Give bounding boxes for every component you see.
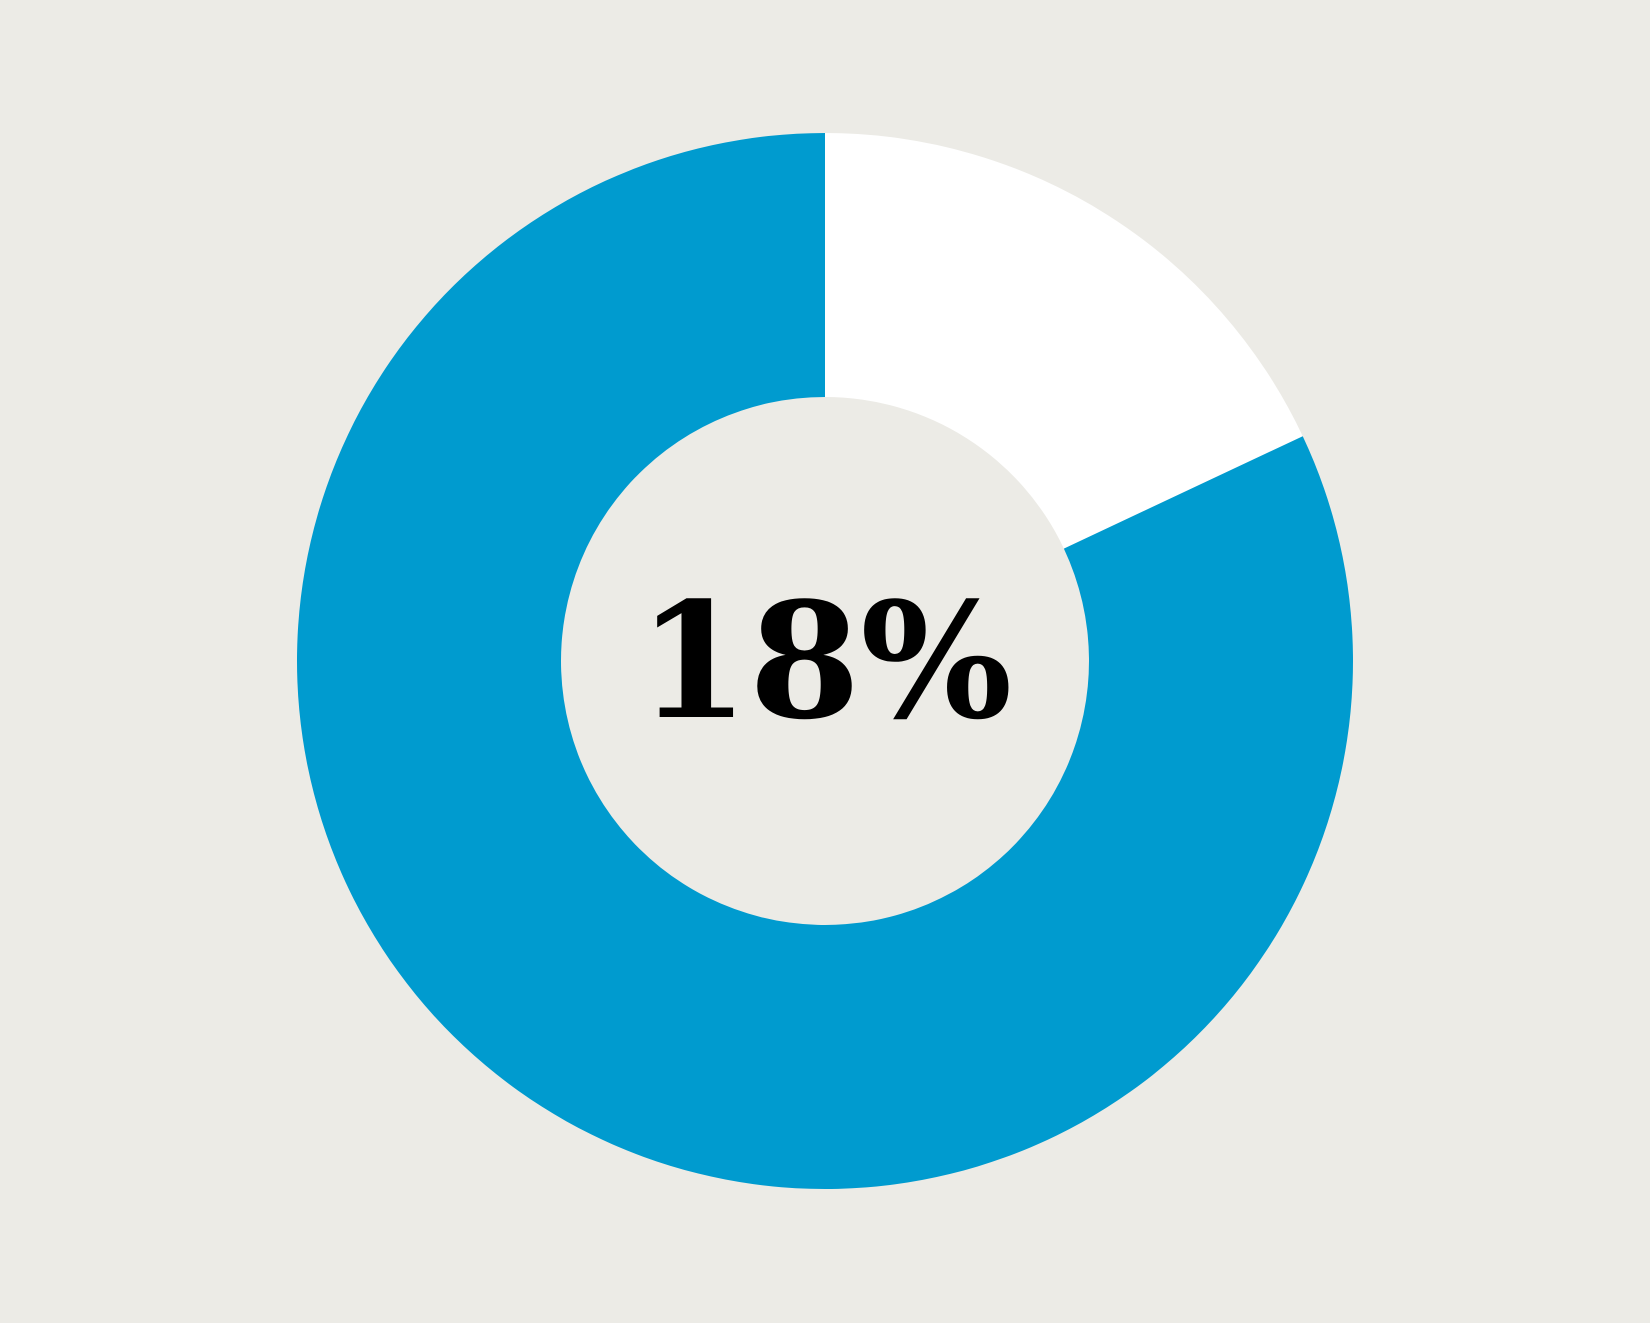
donut-slice-highlighted: [825, 133, 1303, 549]
center-percentage-label: 18%: [638, 567, 1013, 755]
donut-slices: [297, 133, 1353, 1189]
donut-slice-remainder: [297, 133, 1353, 1189]
